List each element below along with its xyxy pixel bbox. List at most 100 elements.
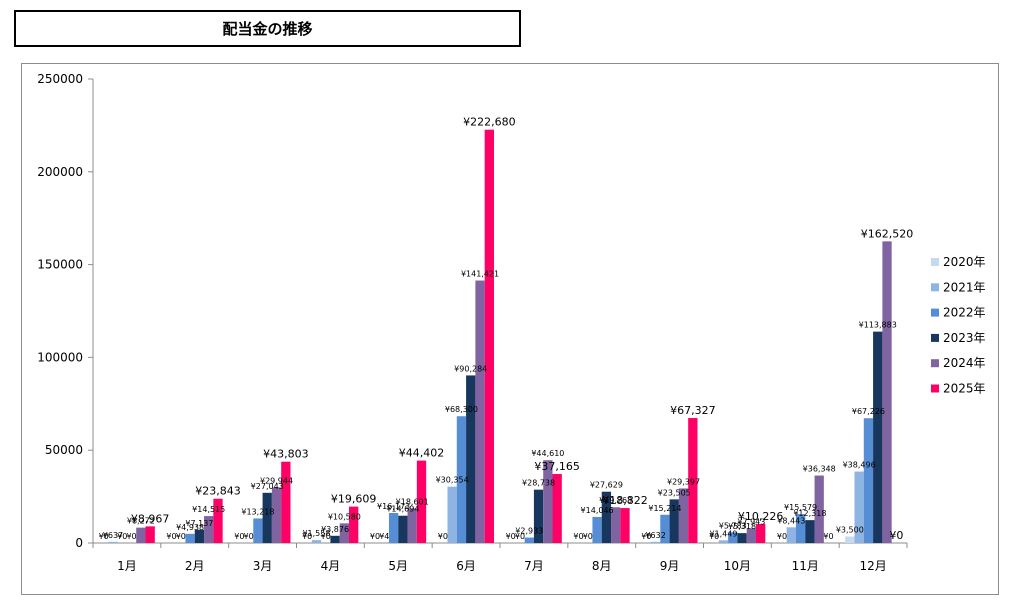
bar bbox=[204, 516, 214, 543]
bar bbox=[185, 533, 195, 543]
bar bbox=[213, 498, 223, 543]
data-label: ¥36,348 bbox=[803, 465, 836, 474]
data-label: ¥1,449 bbox=[709, 529, 737, 538]
data-label: ¥12,318 bbox=[793, 509, 826, 518]
bar bbox=[728, 532, 738, 543]
data-label: ¥1,558 bbox=[302, 529, 330, 538]
y-tick-label: 50000 bbox=[45, 443, 83, 457]
bar bbox=[447, 486, 457, 543]
data-label: ¥222,680 bbox=[463, 116, 516, 129]
data-label: ¥0 bbox=[506, 532, 516, 541]
legend-label: 2020年 bbox=[943, 255, 986, 269]
legend-swatch bbox=[931, 258, 939, 266]
data-label: ¥0 bbox=[573, 532, 583, 541]
y-tick-label: 0 bbox=[75, 536, 83, 550]
legend-swatch bbox=[931, 283, 939, 292]
data-label: ¥90,284 bbox=[454, 364, 487, 373]
data-label: ¥632 bbox=[645, 531, 665, 540]
data-label: ¥18,601 bbox=[396, 497, 429, 506]
x-tick-label: 6月 bbox=[456, 559, 476, 573]
data-label: ¥29,397 bbox=[667, 477, 700, 486]
x-tick-label: 3月 bbox=[253, 559, 273, 573]
data-label: ¥0 bbox=[99, 532, 109, 541]
data-label: ¥18,822 bbox=[602, 494, 648, 507]
data-label: ¥7,943 bbox=[737, 517, 765, 526]
bar bbox=[737, 533, 747, 543]
x-tick-label: 11月 bbox=[792, 559, 819, 573]
data-label: ¥7,137 bbox=[185, 519, 213, 528]
bar bbox=[611, 507, 621, 543]
data-label: ¥19,609 bbox=[331, 493, 377, 506]
y-tick-label: 100000 bbox=[37, 350, 83, 364]
bar bbox=[873, 331, 883, 543]
bar bbox=[533, 489, 544, 543]
x-tick-label: 12月 bbox=[859, 559, 886, 573]
data-label: ¥4,938 bbox=[176, 523, 204, 532]
legend-swatch bbox=[931, 384, 939, 393]
y-tick-label: 150000 bbox=[37, 258, 83, 272]
data-label: ¥2,933 bbox=[515, 527, 543, 536]
data-label: ¥37,165 bbox=[534, 460, 580, 473]
bar bbox=[620, 508, 630, 543]
bar bbox=[524, 537, 534, 543]
data-label: ¥0 bbox=[234, 532, 244, 541]
data-label: ¥0 bbox=[244, 532, 254, 541]
legend-swatch bbox=[931, 333, 939, 342]
data-label: ¥4 bbox=[379, 532, 389, 541]
data-label: ¥0 bbox=[321, 532, 331, 541]
bar bbox=[398, 515, 408, 543]
x-tick-label: 1月 bbox=[117, 559, 137, 573]
data-label: ¥14,694 bbox=[386, 505, 419, 514]
x-tick-label: 10月 bbox=[724, 559, 751, 573]
data-label: ¥30,354 bbox=[436, 476, 469, 485]
data-label: ¥15,579 bbox=[784, 503, 817, 512]
chart-area bbox=[21, 63, 999, 595]
data-label: ¥0 bbox=[370, 532, 380, 541]
data-label: ¥637 bbox=[103, 531, 123, 540]
bar bbox=[688, 418, 698, 543]
data-label: ¥10,580 bbox=[328, 512, 361, 521]
bar bbox=[475, 280, 485, 543]
bar bbox=[145, 526, 155, 543]
data-label: ¥29,944 bbox=[260, 476, 293, 485]
y-tick-label: 250000 bbox=[37, 72, 83, 86]
bar bbox=[854, 471, 864, 543]
data-label: ¥141,421 bbox=[461, 270, 499, 279]
data-label: ¥0 bbox=[438, 532, 448, 541]
bar bbox=[339, 523, 350, 543]
legend-label: 2022年 bbox=[943, 306, 986, 320]
data-label: ¥162,520 bbox=[861, 227, 914, 240]
data-label: ¥8,272 bbox=[127, 517, 155, 526]
data-label: ¥0 bbox=[515, 532, 525, 541]
legend-label: 2025年 bbox=[943, 382, 986, 396]
bar bbox=[678, 488, 689, 543]
bar bbox=[388, 512, 399, 543]
data-label: ¥68,300 bbox=[445, 405, 478, 414]
data-label: ¥43,803 bbox=[263, 448, 309, 461]
data-label: ¥28,738 bbox=[522, 479, 555, 488]
data-label: ¥0 bbox=[176, 532, 186, 541]
bar bbox=[552, 474, 562, 543]
bar bbox=[601, 491, 612, 543]
x-tick-label: 7月 bbox=[524, 559, 544, 573]
bar bbox=[650, 541, 661, 543]
bar bbox=[592, 516, 602, 543]
data-label: ¥15,214 bbox=[648, 504, 681, 513]
data-label: ¥27,043 bbox=[251, 482, 284, 491]
bar bbox=[407, 508, 417, 543]
bar bbox=[660, 514, 670, 543]
x-tick-label: 8月 bbox=[592, 559, 612, 573]
x-tick-label: 2月 bbox=[185, 559, 205, 573]
data-label: ¥0 bbox=[166, 532, 176, 541]
bar bbox=[795, 514, 806, 543]
data-label: ¥113,883 bbox=[859, 321, 897, 330]
legend-swatch bbox=[931, 359, 939, 368]
bar bbox=[484, 129, 494, 543]
data-label: ¥0 bbox=[302, 532, 312, 541]
chart-title: 配当金の推移 bbox=[14, 10, 521, 47]
bar bbox=[194, 529, 205, 543]
bar bbox=[805, 520, 815, 543]
x-tick-label: 5月 bbox=[388, 559, 408, 573]
bar bbox=[262, 492, 272, 543]
